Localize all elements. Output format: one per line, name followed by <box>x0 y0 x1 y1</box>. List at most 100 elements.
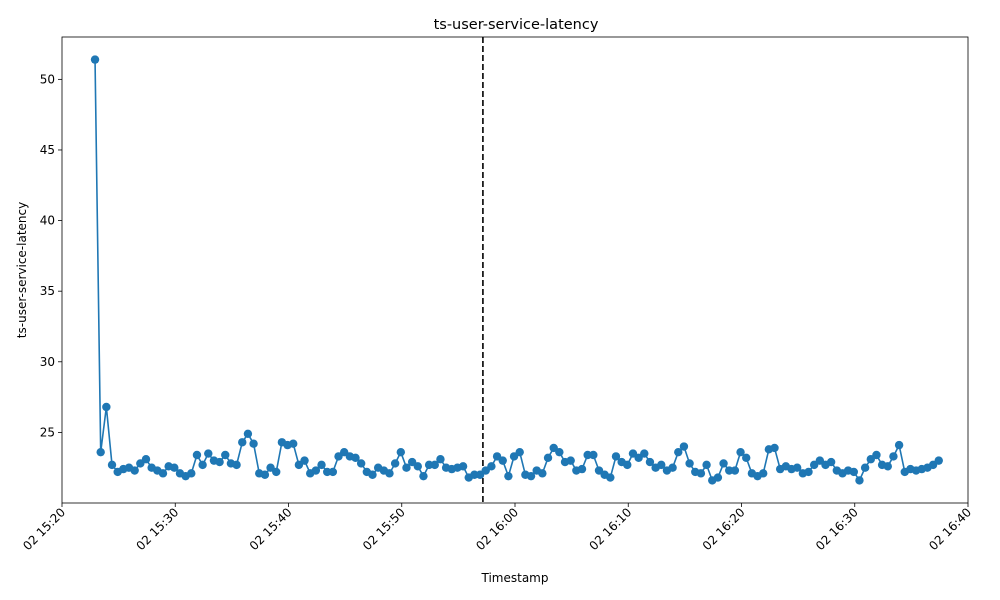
data-point <box>396 447 406 457</box>
x-tick-label: 02 16:00 <box>473 505 521 553</box>
data-point <box>555 447 564 457</box>
data-point <box>430 460 439 470</box>
data-point <box>487 462 496 471</box>
data-point <box>413 462 422 471</box>
data-point <box>713 473 723 482</box>
y-tick-label: 25 <box>40 425 55 439</box>
data-point <box>685 459 694 468</box>
data-point <box>96 447 105 457</box>
data-point <box>855 476 864 485</box>
data-point <box>577 464 587 474</box>
data-point <box>759 469 768 478</box>
data-point <box>589 450 598 460</box>
data-point <box>640 449 649 458</box>
data-point <box>889 452 898 461</box>
data-point <box>187 469 196 478</box>
data-point <box>328 467 338 477</box>
data-point <box>249 439 258 448</box>
data-point <box>645 457 655 467</box>
y-tick-label: 40 <box>40 214 55 228</box>
data-point <box>674 447 683 457</box>
x-tick-label: 02 16:30 <box>813 505 861 553</box>
data-point <box>170 463 179 472</box>
data-point <box>657 460 666 470</box>
data-point <box>538 469 547 478</box>
data-point <box>368 470 377 479</box>
data-point <box>860 463 870 472</box>
data-point <box>107 460 117 470</box>
data-point <box>736 447 745 457</box>
data-point <box>300 456 309 465</box>
data-point <box>668 463 677 472</box>
data-point <box>504 471 513 481</box>
data-point <box>436 455 445 464</box>
data-point <box>141 455 151 464</box>
data-point <box>894 440 904 450</box>
x-axis-label: Timestamp <box>481 571 549 585</box>
y-tick-label: 45 <box>40 143 55 157</box>
x-tick-label: 02 15:40 <box>247 505 295 553</box>
series-line <box>94 59 940 483</box>
x-tick-label: 02 15:20 <box>20 505 68 553</box>
data-point <box>702 460 711 470</box>
data-point <box>317 460 326 470</box>
y-tick-label: 35 <box>40 284 55 298</box>
data-point <box>192 450 202 460</box>
data-point <box>102 402 111 412</box>
chart-title: ts-user-service-latency <box>434 17 599 33</box>
data-point <box>872 450 881 460</box>
x-tick-label: 02 15:30 <box>134 505 182 553</box>
data-point <box>770 443 779 453</box>
data-point <box>419 471 428 481</box>
data-point <box>289 439 298 448</box>
data-point <box>130 466 139 475</box>
series-layer <box>90 55 943 485</box>
data-point <box>934 456 943 465</box>
data-point <box>498 456 507 465</box>
data-point <box>260 470 270 479</box>
data-point <box>719 459 728 468</box>
data-point <box>611 452 621 461</box>
data-point <box>679 442 689 451</box>
y-tick-label: 30 <box>40 355 55 369</box>
data-point <box>623 460 632 470</box>
data-point <box>356 459 366 468</box>
data-point <box>526 471 536 481</box>
data-point <box>515 447 524 457</box>
data-point <box>90 55 100 64</box>
x-tick-label: 02 16:20 <box>700 505 748 553</box>
data-point <box>566 456 575 465</box>
data-point <box>849 467 859 477</box>
data-point <box>606 473 615 482</box>
data-point <box>158 469 168 478</box>
data-point <box>204 449 213 458</box>
y-tick-label: 50 <box>40 72 55 86</box>
y-axis-ticks: 25 30 35 40 45 50 <box>40 72 62 439</box>
data-point <box>742 453 751 463</box>
data-point <box>238 438 247 447</box>
data-point <box>311 466 321 475</box>
data-point <box>458 462 468 471</box>
data-point <box>385 469 394 478</box>
x-tick-label: 02 16:10 <box>587 505 635 553</box>
x-tick-label: 02 16:40 <box>926 505 974 553</box>
data-point <box>696 469 706 478</box>
data-point <box>351 453 360 463</box>
x-axis-ticks: 02 15:20 02 15:30 02 15:40 02 15:50 02 16:00… <box>20 503 974 553</box>
data-point <box>272 467 281 477</box>
data-point <box>804 467 813 477</box>
data-point <box>232 460 241 470</box>
data-point <box>390 459 400 468</box>
data-point <box>730 466 740 475</box>
plot-frame <box>61 36 969 504</box>
data-point <box>198 460 207 470</box>
data-point <box>215 457 224 467</box>
data-point <box>221 450 230 460</box>
y-axis-label: ts-user-service-latency <box>15 202 29 338</box>
x-tick-label: 02 15:50 <box>360 505 408 553</box>
data-point <box>826 457 836 467</box>
data-point <box>402 463 411 472</box>
data-point <box>883 462 892 471</box>
data-point <box>243 429 253 439</box>
